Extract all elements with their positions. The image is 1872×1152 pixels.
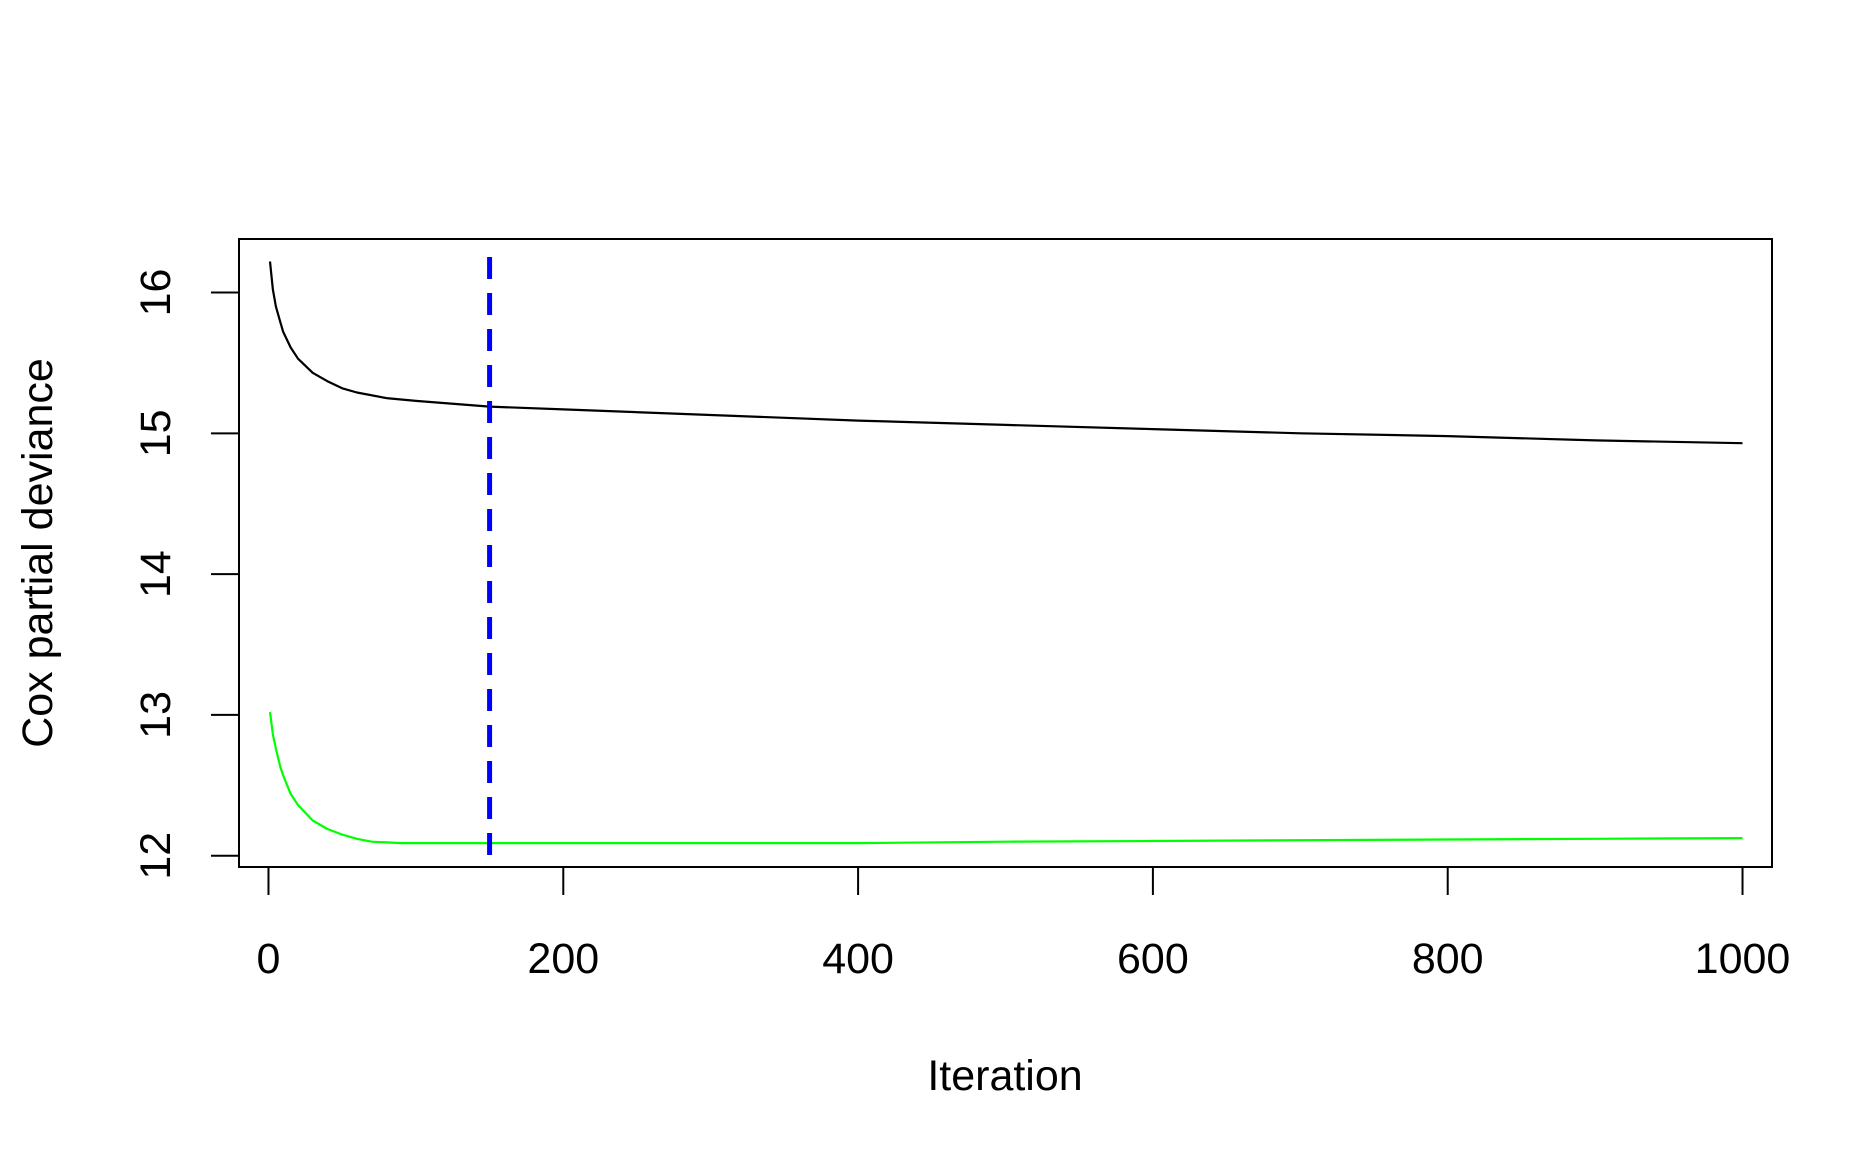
- y-tick-label: 12: [132, 832, 180, 880]
- x-tick-label: 1000: [1695, 935, 1791, 983]
- x-tick-label: 0: [257, 935, 281, 983]
- plot-frame: [238, 238, 1773, 868]
- x-axis-title: Iteration: [927, 1052, 1082, 1100]
- y-tick-label: 16: [132, 269, 180, 317]
- series-line-2: [268, 711, 1743, 845]
- y-tick-label: 15: [132, 409, 180, 457]
- series-layer: [268, 257, 1743, 867]
- y-axis: 12 13 14 15 16: [132, 269, 240, 880]
- series-line-1: [268, 261, 1743, 445]
- x-tick-label: 800: [1412, 935, 1484, 983]
- y-tick-label: 13: [132, 691, 180, 739]
- y-axis-title: Cox partial deviance: [14, 358, 62, 748]
- x-tick-label: 400: [822, 935, 894, 983]
- x-axis: 0 200 400 600 800 1000: [257, 866, 1791, 983]
- y-tick-label: 14: [132, 550, 180, 598]
- x-tick-label: 600: [1117, 935, 1189, 983]
- x-tick-label: 200: [527, 935, 599, 983]
